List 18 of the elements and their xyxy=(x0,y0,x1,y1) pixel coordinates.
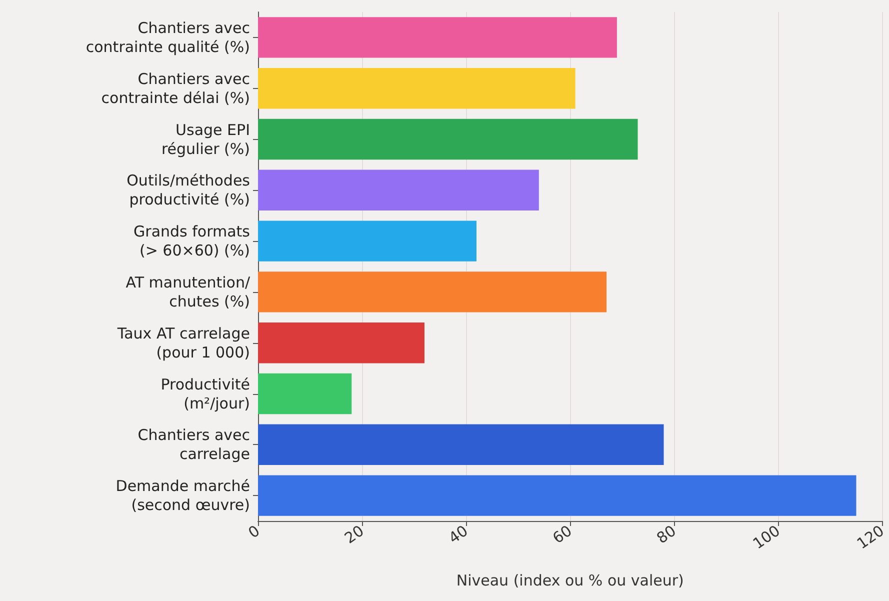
x-tick-label: 80 xyxy=(653,522,680,548)
y-tick-label: Taux AT carrelage (pour 1 000) xyxy=(116,324,250,362)
x-axis-title: Niveau (index ou % ou valeur) xyxy=(456,572,684,590)
y-tick-label: Demande marché (second œuvre) xyxy=(116,477,250,514)
y-tick-label: Chantiers avec contrainte délai (%) xyxy=(101,70,250,107)
y-tick-label: AT manutention/ chutes (%) xyxy=(126,273,251,310)
y-tick-label: Chantiers avec contrainte qualité (%) xyxy=(86,18,250,56)
y-tick-label: Productivité (m²/jour) xyxy=(160,375,250,412)
x-tick-label: 120 xyxy=(854,522,888,553)
y-tick-label: Grands formats (> 60×60) (%) xyxy=(134,222,250,260)
y-tick-label: Outils/méthodes productivité (%) xyxy=(126,172,250,209)
y-tick-label: Chantiers avec carrelage xyxy=(138,426,250,464)
x-tick-label: 40 xyxy=(445,522,472,548)
x-tick-label: 0 xyxy=(245,522,264,542)
y-tick-label: Usage EPI régulier (%) xyxy=(161,120,250,158)
x-tick-label: 20 xyxy=(341,522,368,548)
x-tick-label: 60 xyxy=(549,522,576,548)
x-tick-label: 100 xyxy=(750,522,784,553)
